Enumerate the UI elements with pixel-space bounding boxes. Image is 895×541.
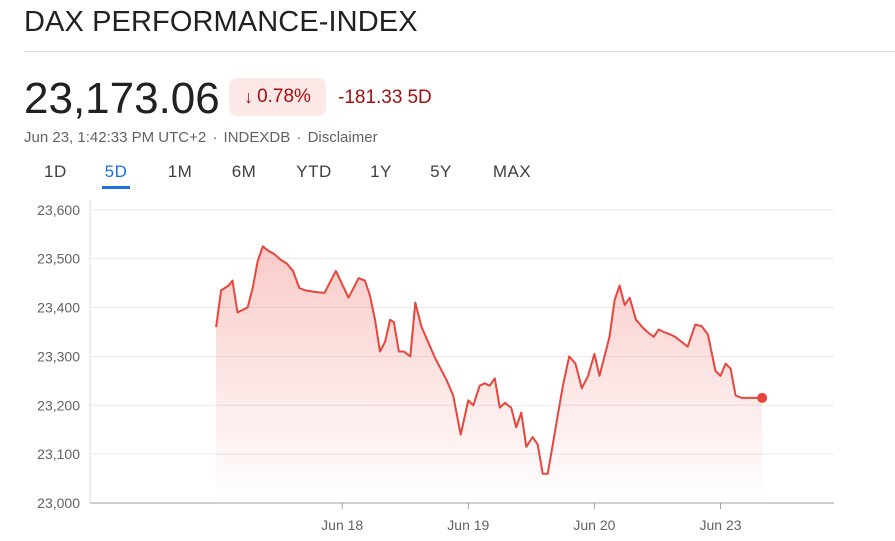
time-range-tabs: 1D 5D 1M 6M YTD 1Y 5Y MAX	[0, 160, 600, 189]
timestamp: Jun 23, 1:42:33 PM UTC+2	[24, 129, 207, 146]
header-divider	[24, 51, 895, 52]
separator-dot: ·	[212, 129, 218, 146]
x-tick-label: Jun 18	[321, 517, 363, 533]
absolute-change: -181.33 5D	[338, 87, 432, 109]
y-tick-label: 23,000	[37, 495, 80, 511]
absolute-change-value: -181.33	[338, 87, 403, 108]
disclaimer-link[interactable]: Disclaimer	[307, 129, 378, 146]
tab-1y[interactable]: 1Y	[370, 162, 392, 181]
tab-5d[interactable]: 5D	[102, 160, 130, 189]
separator-dot: ·	[296, 129, 302, 146]
tab-max[interactable]: MAX	[492, 162, 532, 181]
tab-5y[interactable]: 5Y	[430, 162, 452, 181]
index-title: DAX PERFORMANCE-INDEX	[24, 6, 418, 38]
arrow-down-icon: ↓	[244, 86, 254, 107]
price-line	[215, 245, 763, 475]
tab-1m[interactable]: 1M	[167, 162, 193, 181]
y-tick-label: 23,200	[37, 397, 80, 413]
y-tick-label: 23,100	[37, 446, 80, 462]
data-source: INDEXDB	[223, 129, 291, 146]
y-tick-label: 23,500	[37, 251, 80, 267]
tab-6m[interactable]: 6M	[231, 162, 257, 181]
current-price-dot	[757, 392, 768, 403]
percent-change-value: 0.78%	[257, 86, 311, 107]
change-period: 5D	[407, 87, 432, 108]
y-tick-label: 23,600	[37, 202, 80, 218]
tab-1d[interactable]: 1D	[44, 162, 67, 181]
current-price: 23,173.06	[24, 74, 220, 123]
y-tick-label: 23,300	[37, 348, 80, 364]
price-area	[216, 246, 763, 503]
percent-change-badge: ↓ 0.78%	[229, 78, 326, 116]
tab-ytd[interactable]: YTD	[296, 162, 332, 181]
price-chart[interactable]: 23,000 23,100 23,200 23,300 23,400 23,500 23,6…	[0, 200, 895, 541]
quote-meta: Jun 23, 1:42:33 PM UTC+2 · INDEXDB · Dis…	[24, 129, 378, 146]
x-tick-label: Jun 20	[573, 517, 615, 533]
x-tick-label: Jun 23	[699, 517, 741, 533]
y-tick-label: 23,400	[37, 300, 80, 316]
x-tick-label: Jun 19	[447, 517, 489, 533]
